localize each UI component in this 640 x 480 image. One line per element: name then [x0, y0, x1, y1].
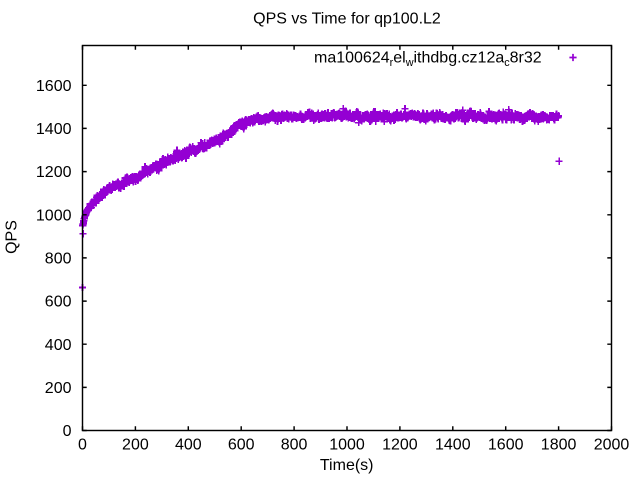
svg-text:400: 400	[45, 337, 72, 354]
svg-text:1200: 1200	[382, 436, 418, 453]
svg-text:1200: 1200	[36, 164, 72, 181]
svg-text:0: 0	[63, 423, 72, 440]
svg-text:QPS: QPS	[3, 220, 20, 254]
svg-text:1600: 1600	[36, 78, 72, 95]
svg-text:800: 800	[45, 251, 72, 268]
svg-text:2000: 2000	[594, 436, 630, 453]
svg-text:600: 600	[45, 294, 72, 311]
svg-text:600: 600	[228, 436, 255, 453]
svg-text:1000: 1000	[36, 207, 72, 224]
svg-text:Time(s): Time(s)	[320, 457, 374, 474]
svg-text:ma100624relwithdbg.cz12ac8r32: ma100624relwithdbg.cz12ac8r32	[314, 50, 542, 69]
svg-text:1600: 1600	[488, 436, 524, 453]
svg-text:QPS vs Time for qp100.L2: QPS vs Time for qp100.L2	[253, 11, 441, 28]
svg-text:400: 400	[175, 436, 202, 453]
svg-text:1000: 1000	[329, 436, 365, 453]
svg-text:1400: 1400	[36, 121, 72, 138]
svg-text:200: 200	[45, 380, 72, 397]
svg-text:200: 200	[122, 436, 149, 453]
svg-text:0: 0	[78, 436, 87, 453]
svg-text:800: 800	[281, 436, 308, 453]
svg-text:1800: 1800	[541, 436, 577, 453]
svg-text:1400: 1400	[435, 436, 471, 453]
